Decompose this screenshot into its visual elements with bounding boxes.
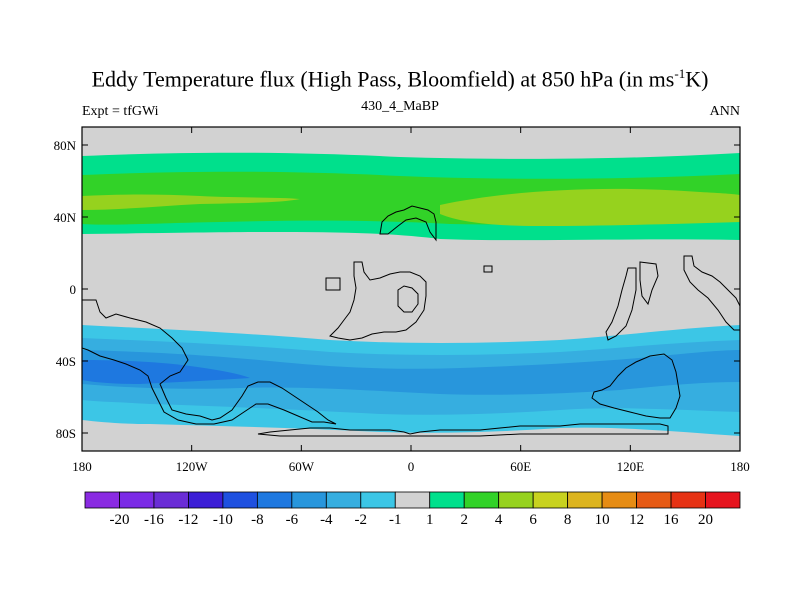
colorbar-label: -20 bbox=[109, 512, 129, 528]
colorbar-swatch bbox=[532, 491, 569, 509]
x-tick-label: 0 bbox=[408, 459, 415, 474]
colorbar-swatch bbox=[84, 491, 120, 509]
coastline-australia-south bbox=[591, 353, 681, 419]
colorbar-label: 1 bbox=[426, 512, 434, 528]
colorbar-label: 20 bbox=[698, 512, 713, 528]
colorbar-swatch bbox=[463, 491, 500, 509]
colorbar-swatch bbox=[222, 491, 258, 509]
colorbar-label: -4 bbox=[320, 512, 333, 528]
season-label: ANN bbox=[709, 104, 740, 119]
coastline-island bbox=[325, 277, 341, 291]
colorbar-swatch bbox=[360, 491, 396, 509]
colorbar-label: 2 bbox=[460, 512, 468, 528]
nh-band-level-6-east bbox=[440, 188, 740, 226]
colorbar-swatch bbox=[670, 491, 706, 509]
sh-band-level-minus6 bbox=[82, 360, 250, 384]
y-tick-label: 80S bbox=[56, 426, 76, 441]
colorbar-swatch bbox=[601, 491, 637, 509]
coastline-south-america bbox=[82, 299, 337, 425]
colorbar: -20 -16 -12 -10 -8 -6 -4 -2 -1 1 2 4 6 8 10 12 16 20 bbox=[84, 491, 741, 528]
colorbar-label: 6 bbox=[529, 512, 537, 528]
x-tick-label: 120E bbox=[617, 459, 645, 474]
colorbar-label: 12 bbox=[629, 512, 644, 528]
x-tick-label: 60E bbox=[510, 459, 531, 474]
colorbar-label: 8 bbox=[564, 512, 572, 528]
colorbar-swatch bbox=[291, 491, 327, 509]
x-tick-label: 180 bbox=[730, 459, 750, 474]
coastline-small-island bbox=[483, 265, 493, 273]
experiment-label: Expt = tfGWi bbox=[82, 104, 159, 119]
coastline-africa bbox=[329, 261, 427, 341]
colorbar-label: -1 bbox=[389, 512, 402, 528]
colorbar-label: 10 bbox=[595, 512, 610, 528]
colorbar-swatch bbox=[325, 491, 362, 509]
coastline-australia-west bbox=[605, 267, 637, 341]
colorbar-label: 4 bbox=[495, 512, 503, 528]
coastline-europe bbox=[379, 205, 437, 242]
colorbar-label: 16 bbox=[664, 512, 680, 528]
colorbar-swatch bbox=[256, 491, 293, 509]
colorbar-swatch bbox=[188, 491, 224, 509]
colorbar-swatch bbox=[705, 491, 741, 509]
map-plot bbox=[82, 127, 740, 451]
coastline-antarctica bbox=[257, 423, 669, 437]
coastline-australia-east bbox=[639, 261, 659, 306]
coastline-madagascar bbox=[397, 285, 419, 313]
colorbar-swatch bbox=[429, 491, 465, 509]
continent-outlines bbox=[82, 205, 740, 437]
axis-ticks: 180 120W 60W 0 60E 120E 180 80N 40N 0 40S 80S bbox=[54, 127, 750, 474]
colorbar-label: -2 bbox=[355, 512, 368, 528]
colorbar-label: -8 bbox=[251, 512, 264, 528]
colorbar-swatch bbox=[119, 491, 155, 509]
x-tick-label: 180 bbox=[72, 459, 92, 474]
colorbar-swatch bbox=[394, 491, 431, 509]
colorbar-swatch bbox=[567, 491, 603, 509]
colorbar-swatch bbox=[498, 491, 534, 509]
colorbar-swatch bbox=[636, 491, 672, 509]
colorbar-label: -12 bbox=[178, 512, 198, 528]
map-title: Eddy Temperature flux (High Pass, Bloomf… bbox=[91, 66, 709, 92]
y-tick-label: 0 bbox=[70, 282, 77, 297]
colorbar-label: -6 bbox=[286, 512, 299, 528]
x-tick-label: 60W bbox=[289, 459, 315, 474]
case-label: 430_4_MaBP bbox=[361, 99, 439, 114]
colorbar-label: -16 bbox=[144, 512, 164, 528]
sh-band-level-minus4 bbox=[82, 350, 740, 395]
x-tick-label: 120W bbox=[176, 459, 209, 474]
y-tick-label: 40S bbox=[56, 354, 76, 369]
y-tick-label: 40N bbox=[54, 210, 77, 225]
y-tick-label: 80N bbox=[54, 138, 77, 153]
colorbar-label: -10 bbox=[213, 512, 233, 528]
coastline-asia-east bbox=[683, 255, 740, 331]
nh-band-level-6 bbox=[82, 194, 300, 210]
colorbar-swatch bbox=[153, 491, 189, 509]
